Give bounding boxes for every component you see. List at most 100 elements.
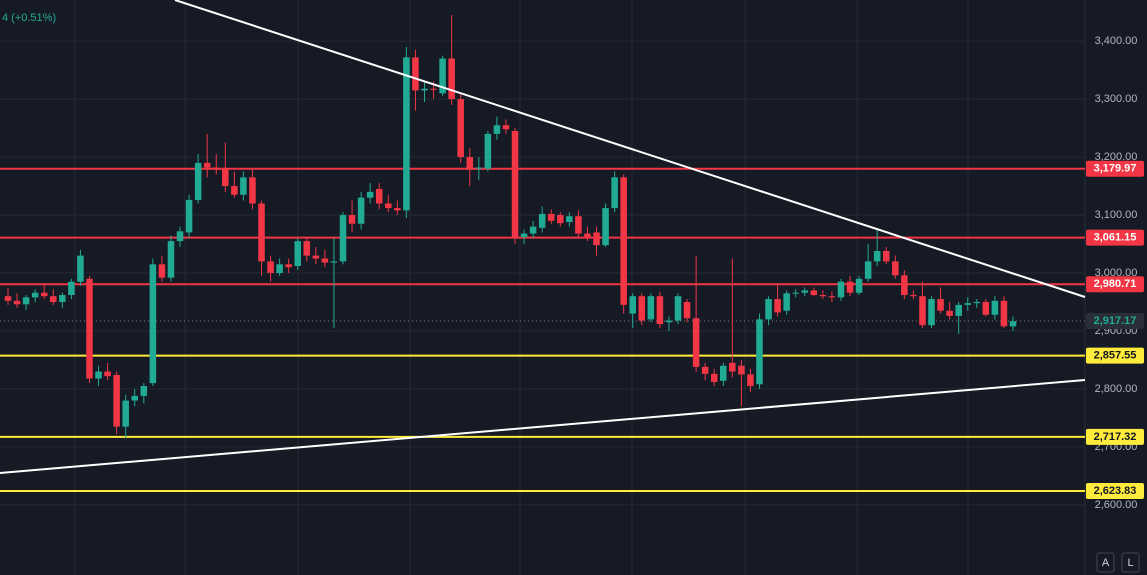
trendline-down <box>174 0 1086 298</box>
candle-body <box>285 264 292 268</box>
candle-body <box>194 162 202 200</box>
candle-body <box>249 177 256 204</box>
candle-body <box>312 255 320 259</box>
candle-body <box>819 295 827 297</box>
candle-body <box>991 300 999 315</box>
candle-body <box>928 299 935 326</box>
y-tick-label: 2,600.00 <box>1095 499 1138 511</box>
candle-body <box>203 162 211 168</box>
candle-body <box>629 296 636 314</box>
candle-body <box>1009 321 1017 327</box>
candle-body <box>439 58 446 94</box>
level-label-box <box>1086 347 1144 364</box>
candle-body <box>95 371 102 379</box>
candle-body <box>575 216 582 234</box>
candle-body <box>720 365 727 381</box>
last-price-box <box>1086 313 1144 330</box>
candle-body <box>964 303 971 305</box>
candle-body <box>674 296 682 321</box>
candle-body <box>484 133 492 169</box>
candle-body <box>692 318 700 367</box>
candle-body <box>593 232 600 246</box>
candle-body <box>566 216 573 223</box>
candle-body <box>683 301 691 319</box>
candle-body <box>140 386 148 396</box>
candle-body <box>710 373 718 382</box>
candles <box>4 15 1017 439</box>
candle-body <box>430 88 437 90</box>
candle-body <box>493 125 501 134</box>
candle-body <box>339 215 347 262</box>
candle-body <box>330 261 338 263</box>
candle-body <box>50 296 57 302</box>
candle-body <box>901 275 908 296</box>
candle-body <box>520 233 528 238</box>
candle-body <box>529 226 537 234</box>
candle-body <box>557 215 564 224</box>
level-label: 2,717.32 <box>1094 431 1137 443</box>
candle-body <box>303 241 311 256</box>
level-label-box <box>1086 483 1144 500</box>
candle-body <box>602 208 609 246</box>
candle-body <box>837 281 845 298</box>
y-tick-label: 3,100.00 <box>1095 209 1138 221</box>
candle-body <box>394 208 401 211</box>
candle-body <box>475 167 483 169</box>
candle-body <box>77 255 84 282</box>
price-axis: 2,600.002,700.002,800.002,900.003,000.00… <box>1086 35 1144 511</box>
candle-body <box>31 292 39 298</box>
candle-body <box>158 264 166 278</box>
level-label-box <box>1086 428 1144 445</box>
candle-body <box>231 186 238 195</box>
y-tick-label: 2,800.00 <box>1095 383 1138 395</box>
button-frame <box>1121 552 1140 573</box>
candle-body <box>4 296 12 301</box>
y-tick-label: 3,400.00 <box>1095 35 1138 47</box>
candle-body <box>457 99 464 158</box>
candle-body <box>167 241 175 278</box>
candle-body <box>973 301 981 304</box>
candle-body <box>59 295 66 302</box>
candle-body <box>68 281 75 296</box>
candle-body <box>176 231 184 242</box>
candle-body <box>366 191 374 198</box>
axis-buttons: A L <box>1096 552 1140 573</box>
candle-body <box>113 375 120 427</box>
candle-body <box>267 261 274 274</box>
candle-body <box>701 366 709 374</box>
candle-body <box>638 296 646 321</box>
candle-body <box>882 250 890 262</box>
candle-body <box>385 203 392 209</box>
candle-body <box>321 258 329 263</box>
candle-body <box>149 264 157 384</box>
candle-body <box>774 299 781 313</box>
candle-body <box>792 292 799 294</box>
candle-body <box>738 365 745 375</box>
candle-body <box>747 374 754 387</box>
candle-body <box>810 290 818 296</box>
level-label-box <box>1086 276 1144 293</box>
candle-body <box>40 292 48 297</box>
candle-body <box>1000 300 1008 327</box>
log-button[interactable]: L <box>1127 557 1133 569</box>
candle-body <box>756 319 763 385</box>
level-label-box <box>1086 229 1144 246</box>
candle-body <box>665 320 673 323</box>
candle-body <box>729 362 736 372</box>
candle-body <box>538 213 546 228</box>
candle-body <box>294 241 301 267</box>
level-label: 2,623.83 <box>1094 485 1137 497</box>
candle-body <box>846 281 854 293</box>
auto-button[interactable]: A <box>1102 557 1110 569</box>
candle-body <box>421 88 428 91</box>
candle-body <box>104 371 111 377</box>
candle-body <box>122 400 129 427</box>
candle-body <box>584 233 591 238</box>
y-tick-label: 3,200.00 <box>1095 151 1138 163</box>
level-label: 2,857.55 <box>1094 349 1137 361</box>
candle-body <box>982 301 990 315</box>
vertical-grid <box>74 0 969 575</box>
candle-body <box>892 261 899 276</box>
grid <box>0 40 1085 506</box>
